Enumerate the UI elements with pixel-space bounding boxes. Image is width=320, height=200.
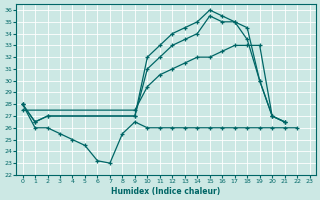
- X-axis label: Humidex (Indice chaleur): Humidex (Indice chaleur): [111, 187, 221, 196]
